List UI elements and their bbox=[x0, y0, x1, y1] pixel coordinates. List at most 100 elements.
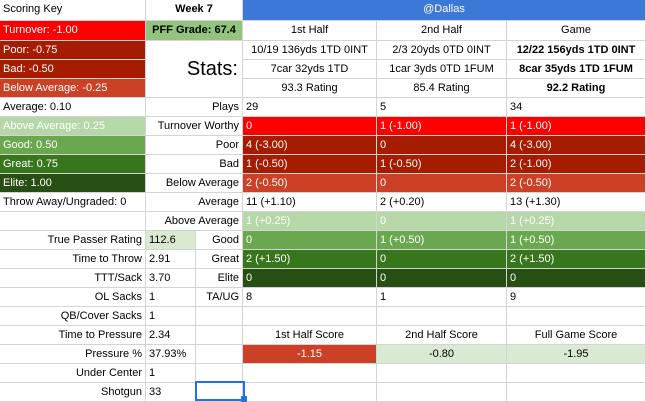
metric-label-qb-cover-sacks[interactable]: QB/Cover Sacks bbox=[0, 307, 146, 326]
grade-ta-ug-game[interactable]: 9 bbox=[507, 288, 646, 307]
active-cell-selection[interactable] bbox=[195, 381, 245, 401]
col-header-second-half[interactable]: 2nd Half bbox=[377, 21, 507, 41]
grade-bad-first-half[interactable]: 1 (-0.50) bbox=[243, 155, 377, 174]
metric-value-pressure[interactable]: 37.93% bbox=[146, 345, 196, 364]
cell-empty[interactable] bbox=[0, 212, 146, 231]
grade-plays-second-half[interactable]: 5 bbox=[377, 98, 507, 117]
grade-below-average-second-half[interactable]: 0 bbox=[377, 174, 507, 193]
metric-label-shotgun[interactable]: Shotgun bbox=[0, 383, 146, 402]
grade-label-good[interactable]: Good bbox=[196, 231, 243, 250]
key-poor[interactable]: Poor: -0.75 bbox=[0, 41, 146, 60]
grade-turnover-first-half[interactable]: 0 bbox=[243, 117, 377, 136]
grade-above-average-game[interactable]: 1 (+0.25) bbox=[507, 212, 646, 231]
metric-value-ttt-sack[interactable]: 3.70 bbox=[146, 269, 196, 288]
grade-great-first-half[interactable]: 2 (+1.50) bbox=[243, 250, 377, 269]
cell-empty[interactable] bbox=[243, 383, 377, 402]
metric-value-ttt[interactable]: 2.91 bbox=[146, 250, 196, 269]
cell-empty[interactable] bbox=[507, 307, 646, 326]
week-label[interactable]: Week 7 bbox=[146, 0, 243, 21]
metric-value-ttp[interactable]: 2.34 bbox=[146, 326, 196, 345]
stats-label[interactable]: Stats: bbox=[146, 41, 243, 98]
metric-label-pressure[interactable]: Pressure % bbox=[0, 345, 146, 364]
grade-below-average-first-half[interactable]: 2 (-0.50) bbox=[243, 174, 377, 193]
grade-label-above-average[interactable]: Above Average bbox=[146, 212, 243, 231]
grade-turnover-second-half[interactable]: 1 (-1.00) bbox=[377, 117, 507, 136]
grade-elite-second-half[interactable]: 0 bbox=[377, 269, 507, 288]
metric-value-under-center[interactable]: 1 bbox=[146, 364, 196, 383]
grade-good-second-half[interactable]: 1 (+0.50) bbox=[377, 231, 507, 250]
grade-poor-first-half[interactable]: 4 (-3.00) bbox=[243, 136, 377, 155]
stat-second-half-rushing[interactable]: 1car 3yds 0TD 1FUM bbox=[377, 60, 507, 79]
grade-label-poor[interactable]: Poor bbox=[146, 136, 243, 155]
cell-empty[interactable] bbox=[377, 383, 507, 402]
grade-elite-first-half[interactable]: 0 bbox=[243, 269, 377, 288]
grade-ta-ug-second-half[interactable]: 1 bbox=[377, 288, 507, 307]
score-label-first-half[interactable]: 1st Half Score bbox=[243, 326, 377, 345]
grade-label-ta-ug[interactable]: TA/UG bbox=[196, 288, 243, 307]
stat-game-passing[interactable]: 12/22 156yds 1TD 0INT bbox=[507, 41, 646, 60]
metric-label-ttt[interactable]: Time to Throw bbox=[0, 250, 146, 269]
grade-above-average-second-half[interactable]: 0 bbox=[377, 212, 507, 231]
key-great[interactable]: Great: 0.75 bbox=[0, 155, 146, 174]
metric-label-tpr[interactable]: True Passer Rating bbox=[0, 231, 146, 250]
key-turnover[interactable]: Turnover: -1.00 bbox=[0, 21, 146, 41]
score-label-second-half[interactable]: 2nd Half Score bbox=[377, 326, 507, 345]
score-first-half[interactable]: -1.15 bbox=[243, 345, 377, 364]
grade-turnover-game[interactable]: 1 (-1.00) bbox=[507, 117, 646, 136]
grade-label-turnover-worthy[interactable]: Turnover Worthy bbox=[146, 117, 243, 136]
grade-above-average-first-half[interactable]: 1 (+0.25) bbox=[243, 212, 377, 231]
grade-great-game[interactable]: 2 (+1.50) bbox=[507, 250, 646, 269]
pff-grade[interactable]: PFF Grade: 67.4 bbox=[146, 21, 243, 41]
grade-label-plays[interactable]: Plays bbox=[146, 98, 243, 117]
col-header-first-half[interactable]: 1st Half bbox=[243, 21, 377, 41]
opponent-header[interactable]: @Dallas bbox=[243, 0, 646, 21]
grade-average-second-half[interactable]: 2 (+0.20) bbox=[377, 193, 507, 212]
grade-label-average[interactable]: Average bbox=[146, 193, 243, 212]
grade-good-first-half[interactable]: 0 bbox=[243, 231, 377, 250]
cell-empty[interactable] bbox=[377, 307, 507, 326]
grade-label-bad[interactable]: Bad bbox=[146, 155, 243, 174]
grade-ta-ug-first-half[interactable]: 8 bbox=[243, 288, 377, 307]
grade-label-elite[interactable]: Elite bbox=[196, 269, 243, 288]
cell-empty[interactable] bbox=[507, 364, 646, 383]
cell-empty[interactable] bbox=[196, 307, 243, 326]
score-label-game[interactable]: Full Game Score bbox=[507, 326, 646, 345]
key-elite[interactable]: Elite: 1.00 bbox=[0, 174, 146, 193]
cell-empty[interactable] bbox=[507, 383, 646, 402]
stat-second-half-passing[interactable]: 2/3 20yds 0TD 0INT bbox=[377, 41, 507, 60]
key-bad[interactable]: Bad: -0.50 bbox=[0, 60, 146, 79]
grade-average-game[interactable]: 13 (+1.30) bbox=[507, 193, 646, 212]
stat-game-rating[interactable]: 92.2 Rating bbox=[507, 79, 646, 98]
stat-second-half-rating[interactable]: 85.4 Rating bbox=[377, 79, 507, 98]
score-game[interactable]: -1.95 bbox=[507, 345, 646, 364]
grade-bad-game[interactable]: 2 (-1.00) bbox=[507, 155, 646, 174]
key-good[interactable]: Good: 0.50 bbox=[0, 136, 146, 155]
cell-empty[interactable] bbox=[243, 307, 377, 326]
key-above-average[interactable]: Above Average: 0.25 bbox=[0, 117, 146, 136]
grade-poor-second-half[interactable]: 0 bbox=[377, 136, 507, 155]
metric-value-qb-cover-sacks[interactable]: 1 bbox=[146, 307, 196, 326]
stat-first-half-rushing[interactable]: 7car 32yds 1TD bbox=[243, 60, 377, 79]
metric-label-ol-sacks[interactable]: OL Sacks bbox=[0, 288, 146, 307]
metric-label-under-center[interactable]: Under Center bbox=[0, 364, 146, 383]
scoring-key-title[interactable]: Scoring Key bbox=[0, 0, 146, 21]
cell-empty[interactable] bbox=[377, 364, 507, 383]
grade-poor-game[interactable]: 4 (-3.00) bbox=[507, 136, 646, 155]
fill-handle[interactable] bbox=[241, 396, 247, 402]
key-throw-away[interactable]: Throw Away/Ungraded: 0 bbox=[0, 193, 146, 212]
grade-bad-second-half[interactable]: 1 (-0.50) bbox=[377, 155, 507, 174]
key-below-average[interactable]: Below Average: -0.25 bbox=[0, 79, 146, 98]
grade-elite-game[interactable]: 0 bbox=[507, 269, 646, 288]
grade-great-second-half[interactable]: 0 bbox=[377, 250, 507, 269]
metric-label-ttt-sack[interactable]: TTT/Sack bbox=[0, 269, 146, 288]
key-average[interactable]: Average: 0.10 bbox=[0, 98, 146, 117]
grade-good-game[interactable]: 1 (+0.50) bbox=[507, 231, 646, 250]
col-header-game[interactable]: Game bbox=[507, 21, 646, 41]
cell-empty[interactable] bbox=[196, 326, 243, 345]
cell-empty[interactable] bbox=[196, 345, 243, 364]
grade-average-first-half[interactable]: 11 (+1.10) bbox=[243, 193, 377, 212]
metric-value-shotgun[interactable]: 33 bbox=[146, 383, 196, 402]
cell-empty[interactable] bbox=[243, 364, 377, 383]
metric-value-tpr[interactable]: 112.6 bbox=[146, 231, 196, 250]
grade-plays-first-half[interactable]: 29 bbox=[243, 98, 377, 117]
